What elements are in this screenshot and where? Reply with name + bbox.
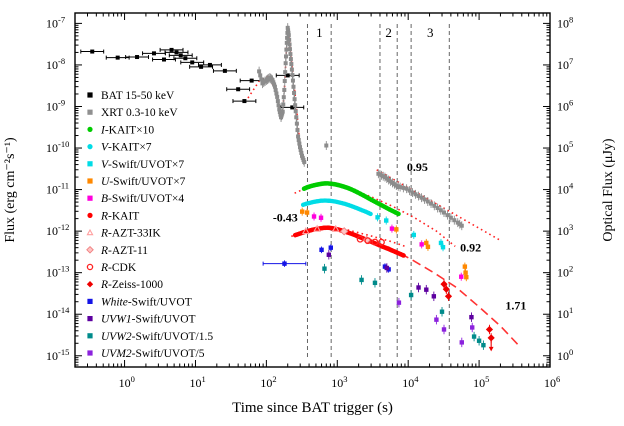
legend-label: BAT 15-50 keV — [101, 90, 175, 102]
x-tick-label: 101 — [189, 374, 205, 390]
x-axis-title: Time since BAT trigger (s) — [232, 400, 393, 416]
series-uvm2-swift-uvot — [396, 297, 475, 348]
y-right-tick-label: 106 — [557, 97, 573, 113]
legend-item-r-azt-33ik: R-AZT-33IK — [86, 228, 161, 240]
series-b-swift-uvot — [311, 212, 464, 281]
y-left-tick-label: 10-13 — [46, 264, 69, 280]
series-r-kait — [292, 225, 406, 258]
legend-label: V-Swift/UVOT×7 — [101, 159, 184, 171]
slope-label--0.43: -0.43 — [273, 211, 298, 225]
legend-item-r-zeiss-1000: R-Zeiss-1000 — [86, 279, 163, 291]
series-white-swift-uvot — [262, 244, 391, 273]
slope-label-0.95: 0.95 — [407, 160, 428, 174]
series-uvw2-swift-uvot — [322, 263, 486, 350]
legend-item-uvw1-swift-uvot: UVW1-Swift/UVOT — [87, 314, 196, 326]
guide-late-optical-model-171 — [387, 246, 520, 346]
series-r-azt-33ik — [301, 224, 340, 235]
y-right-tick-label: 102 — [557, 264, 573, 280]
x-tick-label: 103 — [331, 374, 347, 390]
y-left-tick-label: 10-9 — [46, 97, 65, 113]
legend-item-r-cdk: R-CDK — [86, 262, 137, 274]
legend-label: White-Swift/UVOT — [101, 296, 192, 308]
legend-label: V-KAIT×7 — [101, 142, 152, 154]
y-right-tick-label: 108 — [557, 14, 573, 30]
tick-labels: 100 101 102 103 104 105 10610-710-810-910-1010… — [46, 14, 574, 390]
axes — [74, 12, 551, 368]
axis-titles: Time since BAT trigger (s) Flux (erg cm⁻²… — [3, 137, 616, 416]
guide-optical-i-band-model — [294, 182, 456, 248]
legend-item-uvm2-swift-uvot-5: UVM2-Swift/UVOT/5 — [87, 348, 205, 360]
legend-label: R-CDK — [100, 262, 137, 274]
legend-item-u-swift-uvot-7: U-Swift/UVOT×7 — [87, 176, 186, 188]
epoch-vlines — [306, 24, 450, 360]
y-left-tick-label: 10-10 — [46, 139, 69, 155]
legend-label: R-AZT-33IK — [100, 228, 161, 240]
epoch-label-3: 3 — [427, 25, 434, 40]
legend-item-bat-15-50-kev: BAT 15-50 keV — [87, 90, 175, 102]
slope-label-1.71: 1.71 — [505, 298, 526, 312]
y-left-tick-label: 10-14 — [46, 305, 70, 321]
y-axis-right-title: Optical Flux (μJy) — [601, 138, 616, 241]
x-tick-label: 105 — [473, 374, 489, 390]
epoch-label-1: 1 — [316, 25, 323, 40]
series-xrt-early — [257, 23, 307, 167]
y-left-tick-label: 10-11 — [46, 181, 69, 197]
legend-label: XRT 0.3-10 keV — [101, 107, 178, 119]
legend-label: B-Swift/UVOT×4 — [101, 193, 184, 205]
y-left-tick-label: 10-12 — [46, 222, 69, 238]
legend-item-xrt-0-3-10-kev: XRT 0.3-10 keV — [87, 107, 178, 119]
series-i-kait — [301, 181, 401, 217]
legend-item-b-swift-uvot-4: B-Swift/UVOT×4 — [87, 193, 184, 205]
legend-item-r-kait: R-KAIT — [87, 210, 139, 222]
legend-label: UVW1-Swift/UVOT — [101, 314, 196, 326]
y-left-tick-label: 10-8 — [46, 56, 65, 72]
x-tick-label: 106 — [544, 374, 560, 390]
x-tick-label: 102 — [260, 374, 276, 390]
legend-item-v-kait-7: V-KAIT×7 — [87, 142, 152, 154]
series-v-kait — [300, 198, 373, 217]
y-right-tick-label: 103 — [557, 222, 573, 238]
series-r-zeiss-1000 — [440, 279, 495, 352]
y-axis-left-title: Flux (erg cm⁻²s⁻¹) — [3, 137, 18, 243]
series-r-cdk — [356, 235, 385, 246]
legend-item-i-kait-10: I-KAIT×10 — [87, 124, 154, 136]
guide-optical-r-band-model — [291, 226, 407, 248]
series-v-swift-uvot — [375, 213, 446, 252]
model-guide-lines — [247, 26, 520, 346]
legend-label: R-Zeiss-1000 — [100, 279, 163, 291]
y-right-tick-label: 107 — [557, 56, 573, 72]
legend-item-uvw2-swift-uvot-1-5: UVW2-Swift/UVOT/1.5 — [87, 331, 213, 343]
y-right-tick-label: 101 — [557, 305, 573, 321]
legend-label: U-Swift/UVOT×7 — [101, 176, 186, 188]
series-bat-15-50-kev — [80, 47, 305, 110]
legend-label: R-KAIT — [100, 210, 139, 222]
legend-label: R-AZT-11 — [100, 245, 148, 257]
y-left-tick-label: 10-7 — [46, 14, 65, 30]
legend-label: UVW2-Swift/UVOT/1.5 — [101, 331, 213, 343]
y-right-tick-label: 100 — [557, 347, 573, 363]
legend-label: UVM2-Swift/UVOT/5 — [101, 348, 205, 360]
legend-item-v-swift-uvot-7: V-Swift/UVOT×7 — [87, 159, 184, 171]
legend-label: I-KAIT×10 — [100, 124, 154, 136]
series-u-swift-uvot — [299, 207, 469, 282]
series-xrt-late — [324, 141, 464, 231]
epoch-labels: 1 2 3 — [316, 25, 433, 40]
x-tick-label: 104 — [402, 374, 419, 390]
legend-item-r-azt-11: R-AZT-11 — [86, 245, 148, 257]
y-right-tick-label: 104 — [557, 181, 574, 197]
legend-item-white-swift-uvot: White-Swift/UVOT — [87, 296, 192, 308]
epoch-label-2: 2 — [385, 25, 392, 40]
x-tick-label: 100 — [119, 374, 135, 390]
y-left-tick-label: 10-15 — [46, 347, 69, 363]
legend: BAT 15-50 keV XRT 0.3-10 keV I-KAIT×10 V-KA… — [86, 90, 213, 360]
slope-labels: -0.43 0.95 0.92 1.71 — [273, 160, 527, 312]
series-uvw1-swift-uvot — [326, 250, 474, 322]
slope-label-0.92: 0.92 — [460, 241, 481, 255]
y-right-tick-label: 105 — [557, 139, 573, 155]
